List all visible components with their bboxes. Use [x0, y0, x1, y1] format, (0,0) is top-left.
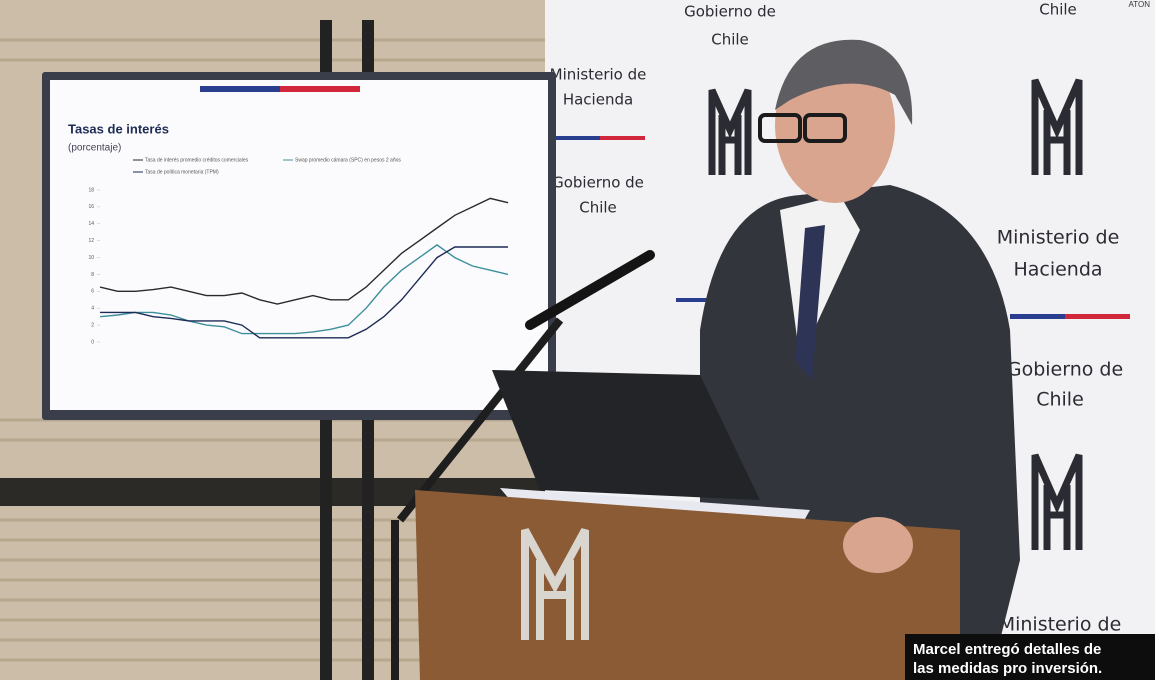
backdrop-label: Gobierno de	[1007, 359, 1123, 381]
y-tick-label: 10	[88, 255, 94, 261]
slide-title: Tasas de interés	[68, 121, 169, 136]
y-tick-label: 16	[88, 204, 94, 210]
backdrop-label: Chile	[1036, 389, 1084, 411]
backdrop-label: Hacienda	[563, 91, 633, 109]
backdrop-label: Chile	[711, 31, 749, 49]
legend-label: Tasa de interés promedio créditos comerc…	[145, 157, 249, 163]
photo-credit: ATON	[1129, 0, 1151, 9]
y-tick-label: 8	[91, 272, 94, 278]
backdrop-label: Ministerio de	[997, 227, 1120, 249]
y-tick-label: 14	[88, 221, 94, 227]
slide-stripe	[280, 86, 360, 92]
caption: Marcel entregó detalles de	[913, 641, 1101, 658]
y-tick-label: 2	[91, 322, 94, 328]
y-tick-label: 12	[88, 238, 94, 244]
backdrop-label: Ministerio de	[550, 66, 647, 84]
backdrop-label: Ministerio de	[999, 614, 1122, 636]
slide-subtitle: (porcentaje)	[68, 143, 121, 154]
backdrop-label: Hacienda	[1013, 259, 1102, 281]
y-tick-label: 0	[91, 339, 94, 345]
legend-label: Tasa de política monetaria (TPM)	[145, 169, 219, 175]
backdrop-label: Chile	[579, 199, 617, 217]
hand	[843, 517, 913, 573]
y-tick-label: 6	[91, 289, 94, 295]
caption: las medidas pro inversión.	[913, 660, 1102, 677]
y-tick-label: 18	[88, 187, 94, 193]
backdrop-label: Gobierno de	[684, 3, 776, 21]
slide-stripe	[200, 86, 280, 92]
backdrop-label: Chile	[1039, 1, 1077, 19]
legend-label: Swap promedio cámara (SPC) en pesos 2 añ…	[295, 157, 401, 163]
y-tick-label: 4	[91, 306, 94, 312]
backdrop-label: Gobierno de	[552, 174, 644, 192]
photo: Ministerio de Hacienda Gobierno de Chile…	[0, 0, 1155, 680]
